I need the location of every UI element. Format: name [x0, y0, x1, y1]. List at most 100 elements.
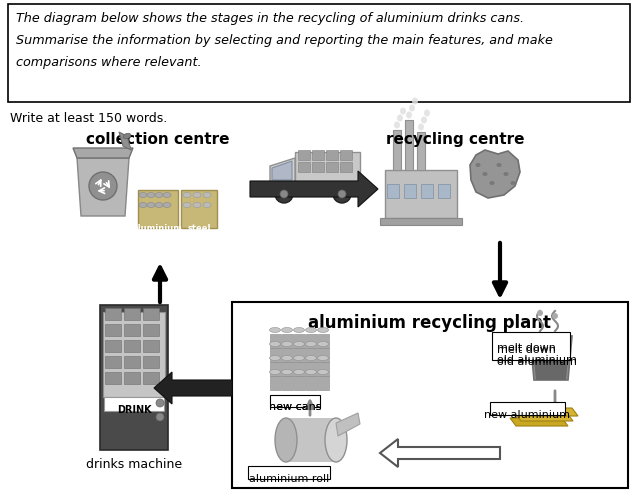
Bar: [421, 184, 433, 198]
Ellipse shape: [282, 370, 292, 374]
Ellipse shape: [269, 342, 280, 347]
Bar: [124, 356, 140, 368]
Bar: [312, 150, 324, 160]
Bar: [248, 466, 330, 479]
Ellipse shape: [294, 327, 305, 332]
Text: drinks machine: drinks machine: [86, 458, 182, 471]
Bar: [318, 348, 329, 362]
Ellipse shape: [269, 327, 280, 332]
Bar: [124, 308, 140, 320]
Polygon shape: [77, 158, 129, 216]
Text: aluminium roll: aluminium roll: [249, 474, 329, 484]
Polygon shape: [138, 190, 178, 228]
Circle shape: [333, 185, 351, 203]
Text: aluminium recycling plant: aluminium recycling plant: [308, 314, 552, 332]
Polygon shape: [515, 413, 573, 421]
Bar: [438, 184, 450, 198]
Ellipse shape: [412, 98, 418, 105]
Ellipse shape: [203, 202, 211, 207]
Text: aluminium: aluminium: [133, 224, 183, 233]
Ellipse shape: [155, 192, 163, 197]
Bar: [294, 362, 305, 376]
Ellipse shape: [497, 163, 502, 167]
Ellipse shape: [504, 172, 509, 176]
Text: melt down
old aluminium: melt down old aluminium: [497, 345, 577, 367]
Bar: [103, 312, 165, 397]
Ellipse shape: [294, 356, 305, 361]
Text: DRINK: DRINK: [116, 405, 151, 415]
Ellipse shape: [294, 342, 305, 347]
Ellipse shape: [394, 122, 400, 128]
Ellipse shape: [269, 370, 280, 374]
Polygon shape: [119, 132, 131, 150]
Bar: [105, 372, 121, 384]
Ellipse shape: [483, 172, 488, 176]
Circle shape: [338, 190, 346, 198]
Bar: [340, 162, 352, 172]
Ellipse shape: [193, 192, 201, 197]
Ellipse shape: [282, 356, 292, 361]
Bar: [143, 372, 159, 384]
Polygon shape: [393, 130, 401, 170]
Text: Write at least 150 words.: Write at least 150 words.: [10, 112, 167, 125]
Bar: [404, 184, 416, 198]
Bar: [270, 348, 281, 362]
Ellipse shape: [163, 202, 171, 207]
Bar: [143, 340, 159, 352]
Bar: [105, 356, 121, 368]
Bar: [105, 324, 121, 336]
Text: steel: steel: [188, 224, 211, 233]
Bar: [143, 356, 159, 368]
Ellipse shape: [147, 202, 155, 207]
Ellipse shape: [305, 356, 317, 361]
Bar: [270, 376, 281, 390]
Bar: [286, 418, 336, 462]
Ellipse shape: [139, 202, 147, 207]
Ellipse shape: [305, 342, 317, 347]
Bar: [105, 308, 121, 320]
Circle shape: [156, 399, 164, 407]
Bar: [312, 162, 324, 172]
Bar: [282, 348, 293, 362]
Bar: [8, 4, 630, 102]
Bar: [306, 348, 317, 362]
Bar: [282, 334, 293, 348]
Circle shape: [537, 310, 543, 316]
Ellipse shape: [163, 192, 171, 197]
Ellipse shape: [269, 356, 280, 361]
Bar: [282, 376, 293, 390]
Ellipse shape: [490, 181, 495, 185]
Bar: [306, 362, 317, 376]
Bar: [318, 334, 329, 348]
Ellipse shape: [511, 181, 515, 185]
Ellipse shape: [305, 370, 317, 374]
Polygon shape: [405, 120, 413, 170]
Ellipse shape: [406, 112, 412, 119]
Polygon shape: [181, 190, 217, 228]
Polygon shape: [417, 132, 425, 170]
Polygon shape: [533, 350, 569, 380]
Text: The diagram below shows the stages in the recycling of aluminium drinks cans.: The diagram below shows the stages in th…: [16, 12, 524, 25]
Ellipse shape: [317, 342, 328, 347]
Ellipse shape: [421, 117, 427, 124]
Bar: [124, 340, 140, 352]
Polygon shape: [100, 305, 168, 450]
Polygon shape: [520, 408, 578, 416]
Bar: [294, 334, 305, 348]
Text: collection centre: collection centre: [86, 132, 230, 147]
Bar: [124, 372, 140, 384]
Ellipse shape: [294, 370, 305, 374]
Bar: [282, 362, 293, 376]
Text: Summarise the information by selecting and reporting the main features, and make: Summarise the information by selecting a…: [16, 34, 553, 47]
Ellipse shape: [476, 163, 481, 167]
Ellipse shape: [317, 370, 328, 374]
Circle shape: [156, 413, 164, 421]
Ellipse shape: [397, 115, 403, 122]
Bar: [318, 362, 329, 376]
Ellipse shape: [282, 327, 292, 332]
Polygon shape: [470, 150, 520, 198]
Ellipse shape: [418, 124, 424, 130]
Bar: [340, 150, 352, 160]
Ellipse shape: [317, 327, 328, 332]
Bar: [306, 334, 317, 348]
